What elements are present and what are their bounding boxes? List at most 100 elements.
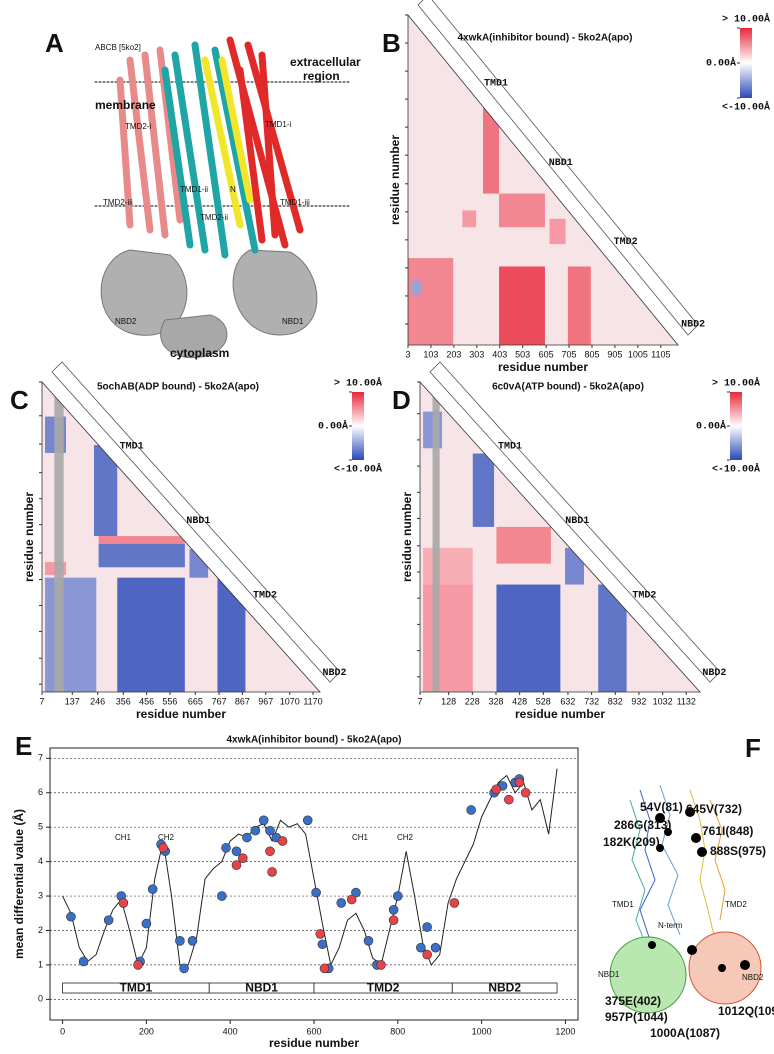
data-point	[514, 777, 525, 788]
x-tick-label: 7	[417, 696, 422, 706]
x-tick-label: 705	[562, 349, 577, 359]
domain-strip	[429, 361, 721, 683]
data-point	[422, 949, 432, 960]
panel-letter: A	[45, 28, 64, 58]
label: N	[230, 185, 236, 194]
heat-cell	[549, 218, 566, 245]
y-axis-label: residue number	[22, 492, 36, 582]
domain-label: NBD2	[323, 668, 347, 679]
y-axis-label: mean differential value (Å)	[11, 809, 26, 959]
label: 957P(1044)	[605, 1010, 668, 1024]
x-tick-label: 967	[258, 696, 273, 706]
y-tick-label: 1	[38, 959, 43, 969]
x-tick-label: 867	[235, 696, 250, 706]
label: membrane	[95, 98, 156, 112]
domain-label: NBD1	[549, 158, 573, 169]
x-tick-label: 303	[469, 349, 484, 359]
domain-label: TMD2	[367, 981, 400, 995]
x-tick-label: 356	[116, 696, 131, 706]
heat-cell	[423, 547, 473, 585]
data-point	[520, 787, 531, 798]
domain-label: TMD2	[632, 590, 656, 601]
domain-label: TMD1	[498, 442, 522, 453]
label: N-term	[658, 921, 683, 930]
data-point	[179, 963, 189, 974]
panel-letter: C	[10, 385, 29, 415]
label: NBD2	[742, 973, 764, 982]
chart-title: 4xwkA(inhibitor bound) - 5ko2A(apo)	[227, 735, 402, 746]
data-point	[277, 836, 288, 846]
data-point	[133, 960, 143, 970]
heatmap-frame	[41, 380, 321, 693]
heat-cell	[598, 584, 627, 692]
chart-title: 5ochAB(ADP bound) - 5ko2A(apo)	[97, 382, 259, 393]
heat-cell	[496, 526, 551, 564]
colorbar-label: > 10.00Å	[722, 13, 770, 26]
label: NBD1	[282, 317, 304, 326]
data-point	[363, 936, 374, 946]
x-tick-label: 3	[405, 349, 410, 359]
y-tick-label: 6	[38, 787, 43, 797]
data-point	[388, 915, 399, 925]
data-point	[175, 936, 185, 946]
data-point	[315, 929, 326, 939]
data-point	[422, 922, 432, 932]
annotation: CH1	[352, 833, 369, 842]
domain-label: NBD1	[186, 516, 210, 527]
data-point	[231, 860, 242, 870]
x-tick-label: 0	[60, 1026, 65, 1036]
data-point	[311, 887, 321, 898]
x-tick-label: 528	[536, 696, 551, 706]
x-tick-label: 800	[390, 1026, 405, 1036]
colorbar-label: 0.00Å	[696, 420, 726, 433]
chart-title: 6c0vA(ATP bound) - 5ko2A(apo)	[492, 382, 644, 393]
colorbar-label: <-10.00Å	[334, 463, 382, 476]
structure-f	[609, 784, 762, 1014]
y-axis-label: residue number	[400, 492, 414, 582]
domain-strip	[417, 0, 699, 336]
heat-cell	[45, 577, 97, 692]
domain-label: NBD1	[565, 516, 589, 527]
data-point	[430, 942, 441, 953]
data-point	[317, 939, 328, 950]
data-point	[141, 918, 152, 929]
domain-label: TMD2	[614, 237, 638, 248]
x-tick-label: 456	[139, 696, 154, 706]
label: 1000A(1087)	[650, 1026, 720, 1040]
data-point	[242, 832, 252, 843]
colorbar	[740, 28, 752, 98]
label: 182K(209)	[603, 835, 660, 849]
data-point	[78, 956, 89, 967]
x-axis-label: residue number	[498, 360, 588, 374]
x-tick-label: 7	[39, 696, 44, 706]
annotation: CH2	[397, 833, 414, 842]
heatmap-cells	[45, 382, 246, 692]
data-point	[466, 805, 476, 815]
heat-cell	[496, 584, 561, 692]
colorbar-label: <-10.00Å	[722, 101, 770, 114]
x-tick-label: 203	[446, 349, 461, 359]
data-point	[393, 891, 403, 901]
data-point	[416, 942, 426, 953]
heat-cell	[499, 266, 545, 345]
data-point	[376, 960, 386, 970]
colorbar-label: <-10.00Å	[712, 463, 760, 476]
x-tick-label: 1000	[472, 1026, 492, 1036]
y-axis-label: residue number	[388, 135, 402, 225]
x-tick-label: 732	[584, 696, 599, 706]
data-point	[265, 846, 275, 857]
structure-a	[94, 36, 351, 359]
x-tick-label: 767	[212, 696, 227, 706]
panel-letter: E	[15, 731, 32, 761]
x-tick-label: 632	[560, 696, 575, 706]
label: 888S(975)	[710, 844, 766, 858]
label: TMD1	[612, 900, 634, 909]
x-tick-label: 556	[162, 696, 177, 706]
data-point	[231, 846, 242, 857]
label: TMD1-iii	[280, 198, 310, 207]
label: TMD1-i	[265, 120, 291, 129]
label: 761I(848)	[702, 824, 753, 838]
domain-label: TMD2	[253, 590, 277, 601]
annotation: CH1	[115, 833, 132, 842]
